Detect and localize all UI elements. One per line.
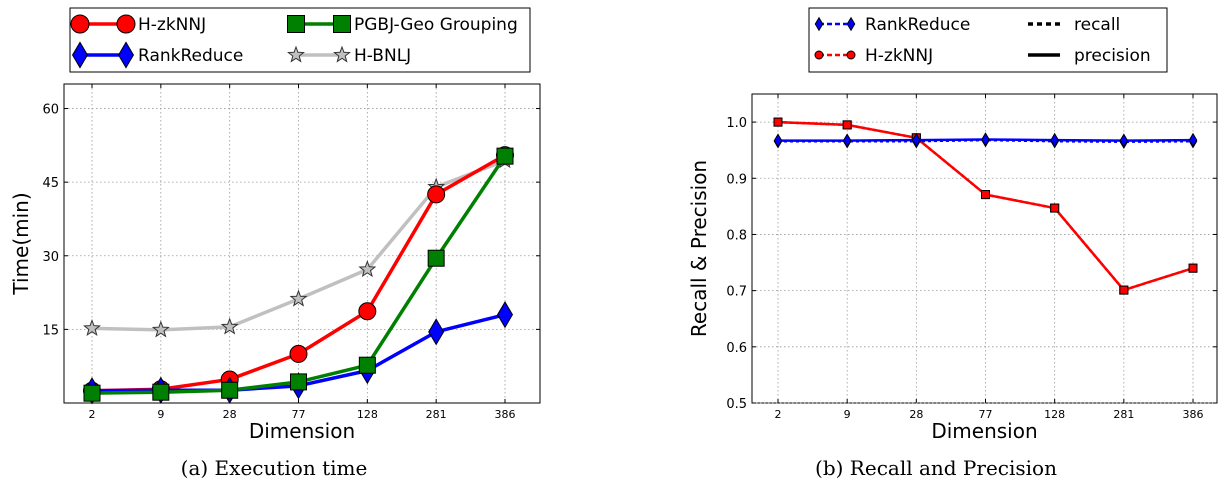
point-h-bnlj-128 [358, 260, 377, 278]
x-tick-label: 9 [157, 408, 164, 421]
x-tick-label: 28 [909, 408, 923, 421]
y-tick-label: 0.7 [726, 285, 747, 300]
point-rankreduce-precision-28 [912, 132, 921, 148]
y-tick-label: 0.5 [726, 397, 747, 412]
point-h-zknnj-precision-281 [1119, 285, 1129, 295]
point-h-bnlj-77 [289, 289, 308, 307]
point-pgbj-geo-grouping-2 [83, 384, 101, 402]
execution-time-chart: 2 9 28 77 128 281 386 15 30 45 60 Dimension Time(min… [9, 7, 541, 443]
point-h-bnlj-9 [151, 320, 170, 338]
legend-marker-rankreduce-end [846, 16, 856, 32]
x-tick-label: 77 [979, 408, 993, 421]
y-tick-label: 0.9 [726, 172, 747, 187]
x-tick-label: 128 [357, 408, 378, 421]
point-rankreduce-precision-2 [773, 133, 783, 148]
point-rankreduce-precision-9 [842, 133, 852, 148]
x-tick-label: 281 [1113, 408, 1134, 421]
recall-precision-chart: 2 9 28 77 128 281 386 0.5 0.6 0.7 0.8 0.9 1.0 Dimensi… [687, 7, 1218, 443]
legend-marker-h-bnlj-start [287, 45, 305, 63]
x-tick-label: 386 [1183, 408, 1204, 421]
legend-label-pgbj-geo-grouping: PGBJ-Geo Grouping [354, 15, 518, 35]
y-tick-label: 0.6 [726, 341, 747, 356]
legend-marker-rankreduce-start [814, 16, 824, 32]
y-tick-label: 30 [42, 250, 59, 265]
x-axis-label: Dimension [249, 419, 355, 443]
point-rankreduce-precision-281 [1119, 133, 1129, 148]
legend-label-h-zknnj: H-zkNNJ [865, 46, 933, 66]
legend-label-rankreduce: RankReduce [138, 46, 243, 66]
point-pgbj-geo-grouping-77 [290, 373, 307, 391]
point-rankreduce-precision-386 [1188, 132, 1198, 148]
x-tick-label: 2 [775, 408, 782, 421]
point-h-bnlj-2 [83, 318, 101, 337]
caption-recall-precision: (b) Recall and Precision [815, 456, 1057, 480]
legend-label-recall: recall [1074, 15, 1120, 35]
point-pgbj-geo-grouping-281 [427, 249, 445, 267]
x-axis-label: Dimension [931, 419, 1037, 443]
y-tick-label: 0.8 [726, 228, 747, 243]
point-pgbj-geo-grouping-9 [152, 383, 170, 401]
point-h-zknnj-precision-128 [1050, 203, 1060, 213]
point-rankreduce-281 [428, 318, 445, 346]
y-axis-label: Time(min) [9, 192, 33, 295]
legend-label-rankreduce: RankReduce [865, 15, 970, 35]
point-h-zknnj-281 [427, 185, 446, 204]
legend-box [808, 7, 1168, 73]
legend-label-h-bnlj: H-BNLJ [354, 46, 411, 66]
point-pgbj-geo-grouping-28 [221, 381, 239, 399]
y-tick-label: 1.0 [726, 116, 747, 131]
legend-marker-h-zknnj-start [814, 50, 824, 60]
legend-label-h-zknnj: H-zkNNJ [138, 15, 206, 35]
point-pgbj-geo-grouping-386 [496, 147, 514, 165]
point-pgbj-geo-grouping-128 [358, 356, 376, 374]
point-rankreduce-386 [496, 301, 514, 329]
legend-marker-pgbj-geo-grouping-end [333, 15, 351, 33]
x-tick-label: 128 [1044, 408, 1065, 421]
legend-recall-precision: RankReduce recall H-zkNNJ precision [808, 7, 1168, 73]
legend-marker-rankreduce-start [71, 41, 89, 69]
legend-marker-rankreduce-end [117, 41, 135, 69]
legend-label-precision: precision [1074, 46, 1151, 66]
x-tick-label: 28 [223, 408, 237, 421]
caption-execution-time: (a) Execution time [181, 456, 368, 480]
x-tick-label: 77 [292, 408, 306, 421]
point-h-zknnj-precision-77 [981, 190, 990, 200]
x-tick-label: 281 [426, 408, 447, 421]
point-h-zknnj-precision-9 [842, 120, 852, 130]
point-h-zknnj-precision-386 [1188, 263, 1198, 273]
x-tick-label: 9 [844, 408, 851, 421]
legend-marker-h-bnlj-end [333, 45, 351, 63]
legend-marker-h-zknnj-end [846, 50, 856, 60]
legend-execution-time: H-zkNNJ PGBJ-Geo Grouping RankReduce H-BNLJ [69, 7, 531, 73]
x-tick-label: 386 [495, 408, 516, 421]
point-rankreduce-precision-77 [981, 132, 990, 147]
y-tick-label: 60 [42, 103, 59, 118]
x-tick-label: 2 [89, 408, 96, 421]
y-axis-label: Recall & Precision [687, 160, 711, 337]
point-h-bnlj-28 [220, 317, 239, 335]
point-h-zknnj-128 [358, 302, 377, 321]
legend-marker-h-zknnj-start [70, 14, 90, 34]
legend-marker-h-zknnj-end [116, 14, 136, 34]
y-tick-label: 15 [42, 323, 59, 338]
legend-marker-pgbj-geo-grouping-start [287, 15, 305, 33]
point-rankreduce-precision-128 [1050, 132, 1059, 148]
point-h-zknnj-77 [289, 344, 308, 363]
point-h-zknnj-precision-2 [773, 117, 783, 127]
y-tick-label: 45 [42, 176, 59, 191]
